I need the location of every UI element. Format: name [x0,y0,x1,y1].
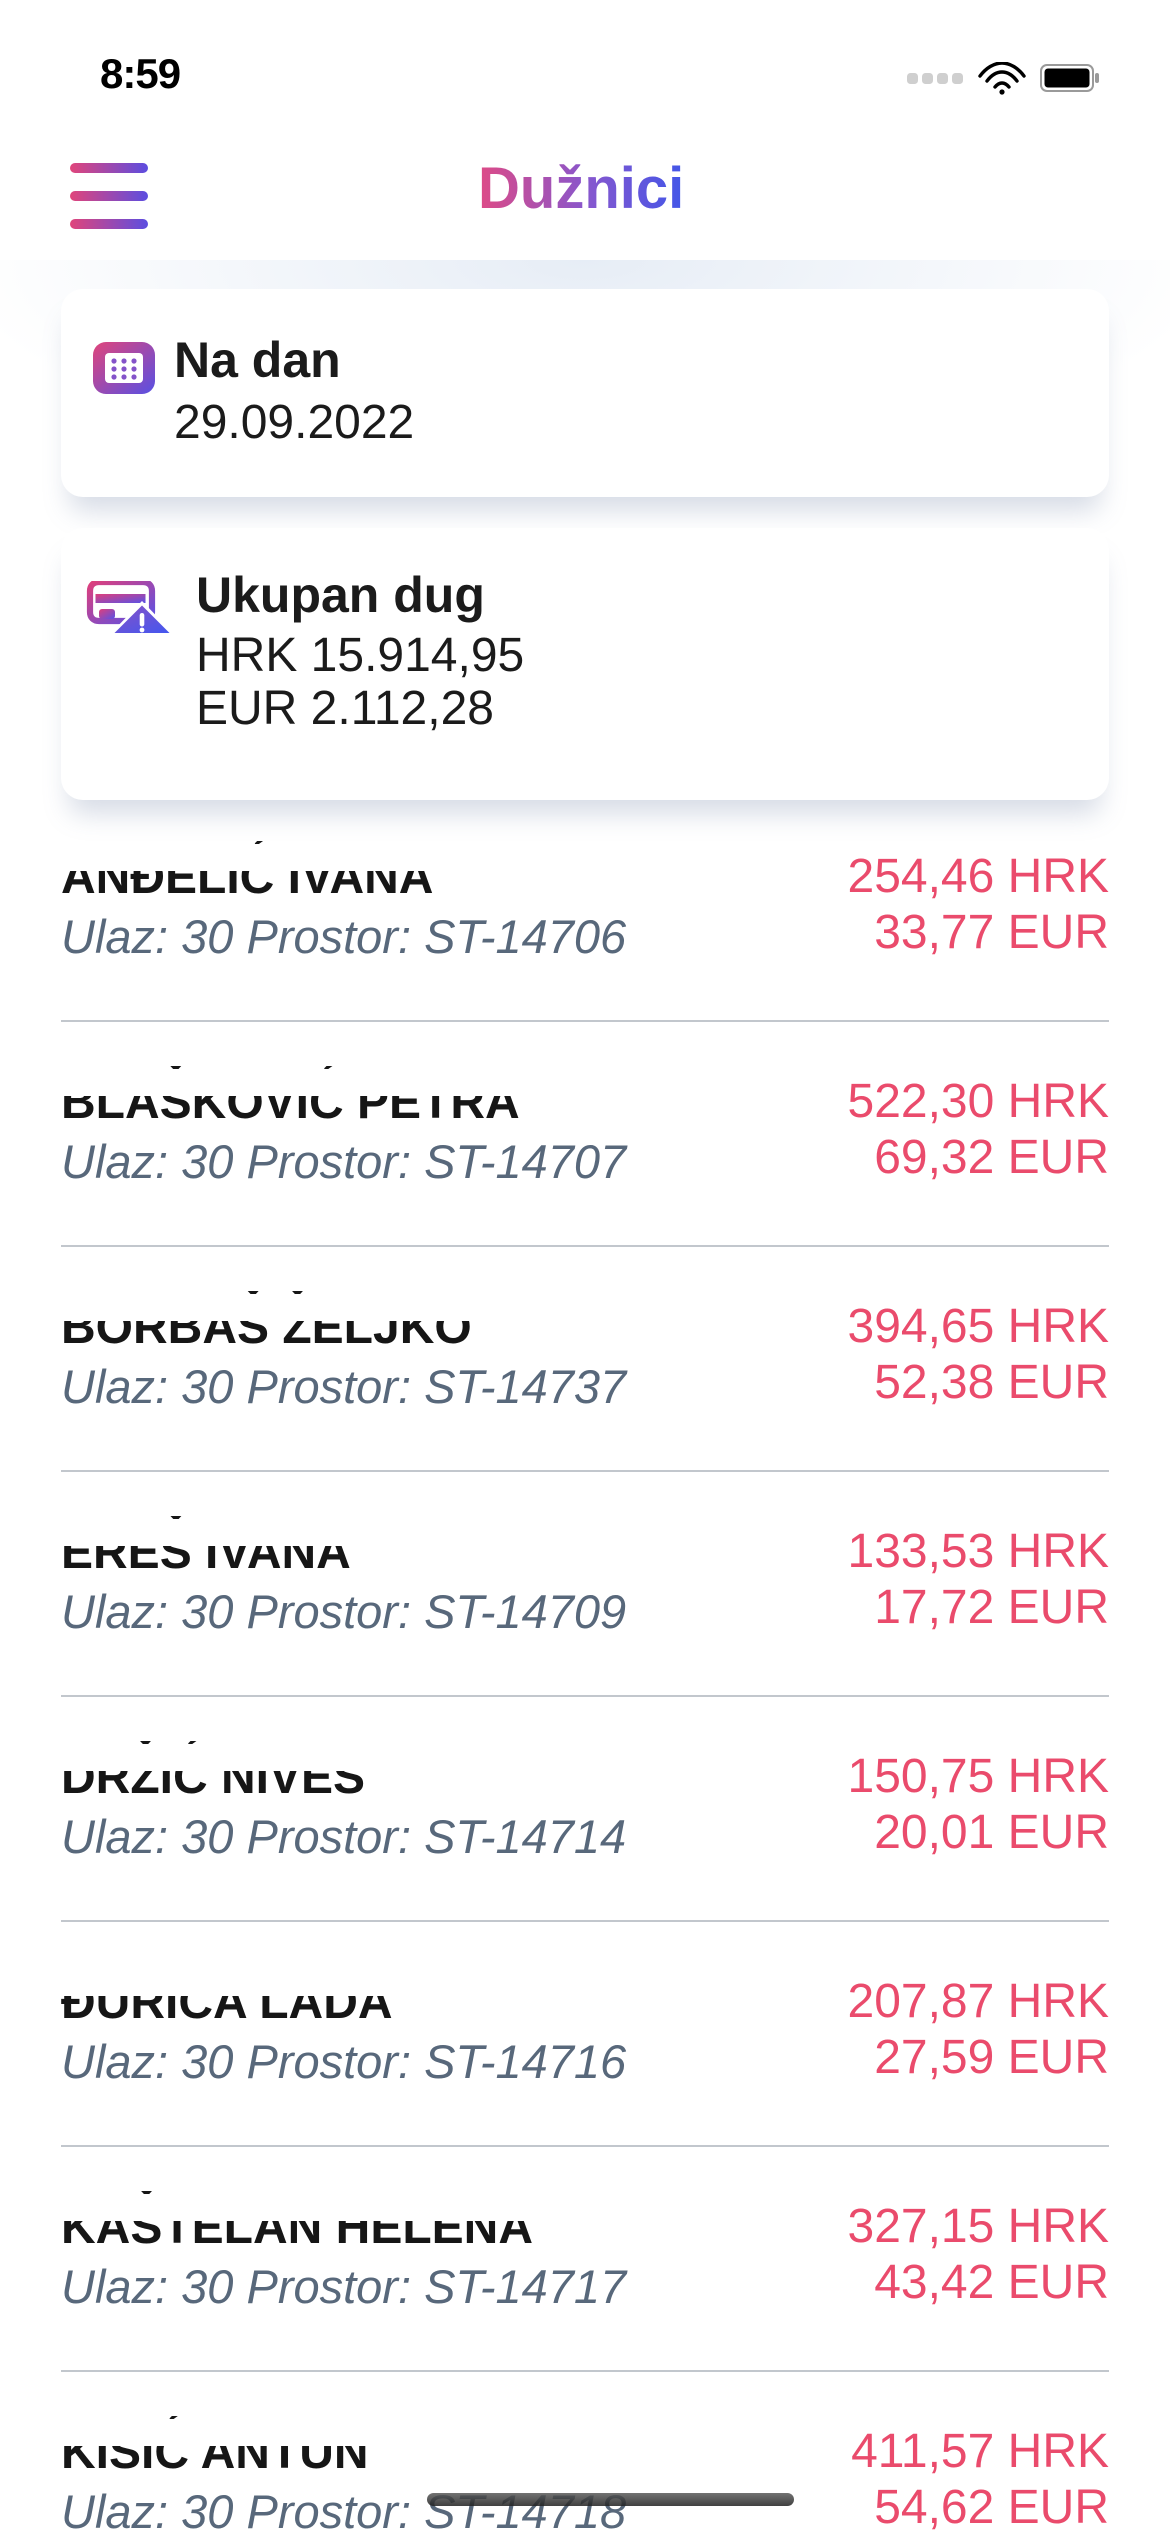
svg-text:Dužnici: Dužnici [478,156,684,221]
